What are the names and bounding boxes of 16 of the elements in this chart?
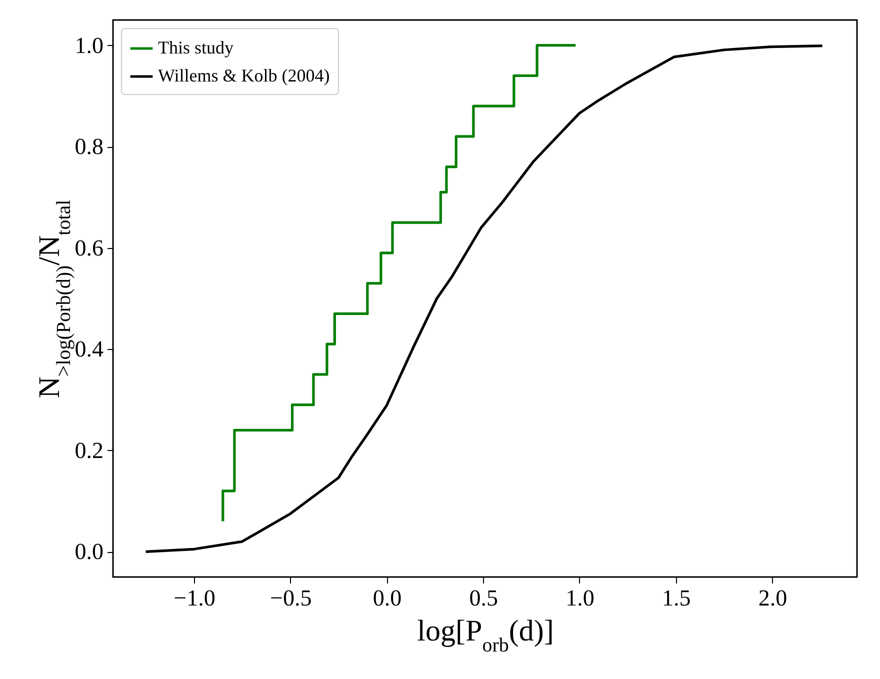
x-tick-label: 0.5 xyxy=(469,586,498,610)
legend-label: This study xyxy=(158,38,234,58)
x-tick-label: 0.0 xyxy=(372,586,402,610)
x-tick-label: 2.0 xyxy=(758,586,788,610)
x-tick-label: 1.0 xyxy=(566,586,594,610)
y-tick-label: 0.2 xyxy=(74,438,104,463)
x-axis-title: log[P$_{orb}$(d)] xyxy=(417,614,554,656)
y-tick-label: 0.8 xyxy=(74,134,104,160)
y-tick-label: 0.0 xyxy=(74,539,104,564)
legend-label: Willems & Kolb (2004) xyxy=(158,66,330,86)
x-tick-label: −1.0 xyxy=(174,586,216,610)
y-tick-label: 1.0 xyxy=(74,32,104,58)
x-tick-label: 1.5 xyxy=(662,586,691,610)
y-tick-label: 0.6 xyxy=(74,235,104,260)
x-tick-label: −0.5 xyxy=(270,586,312,610)
y-tick-label: 0.4 xyxy=(74,336,104,362)
